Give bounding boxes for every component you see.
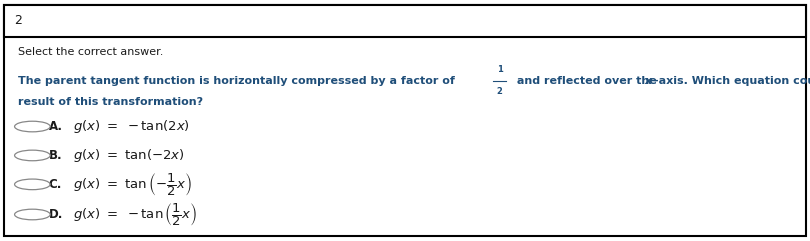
Text: 2: 2 <box>497 87 503 96</box>
Text: C.: C. <box>49 178 62 191</box>
Text: 1: 1 <box>497 65 503 74</box>
Text: -axis. Which equation could represent function: -axis. Which equation could represent fu… <box>654 76 810 86</box>
Text: D.: D. <box>49 208 63 221</box>
Text: x: x <box>645 76 652 86</box>
Text: result of this transformation?: result of this transformation? <box>18 97 203 107</box>
Text: B.: B. <box>49 149 62 162</box>
Text: 2: 2 <box>15 14 23 27</box>
Text: A.: A. <box>49 120 62 133</box>
Text: $g(x)\ =\ \tan(-2x)$: $g(x)\ =\ \tan(-2x)$ <box>73 147 185 164</box>
Bar <box>4 5 806 37</box>
Text: $g(x)\ =\ \tan\left(-\dfrac{1}{2}x\right)$: $g(x)\ =\ \tan\left(-\dfrac{1}{2}x\right… <box>73 171 192 198</box>
Text: The parent tangent function is horizontally compressed by a factor of: The parent tangent function is horizonta… <box>18 76 458 86</box>
Text: Select the correct answer.: Select the correct answer. <box>18 47 163 57</box>
Text: $g(x)\ =\ -\tan\left(\dfrac{1}{2}x\right)$: $g(x)\ =\ -\tan\left(\dfrac{1}{2}x\right… <box>73 201 197 228</box>
Text: and reflected over the: and reflected over the <box>513 76 660 86</box>
Text: $g(x)\ =\ -\tan(2x)$: $g(x)\ =\ -\tan(2x)$ <box>73 118 190 135</box>
